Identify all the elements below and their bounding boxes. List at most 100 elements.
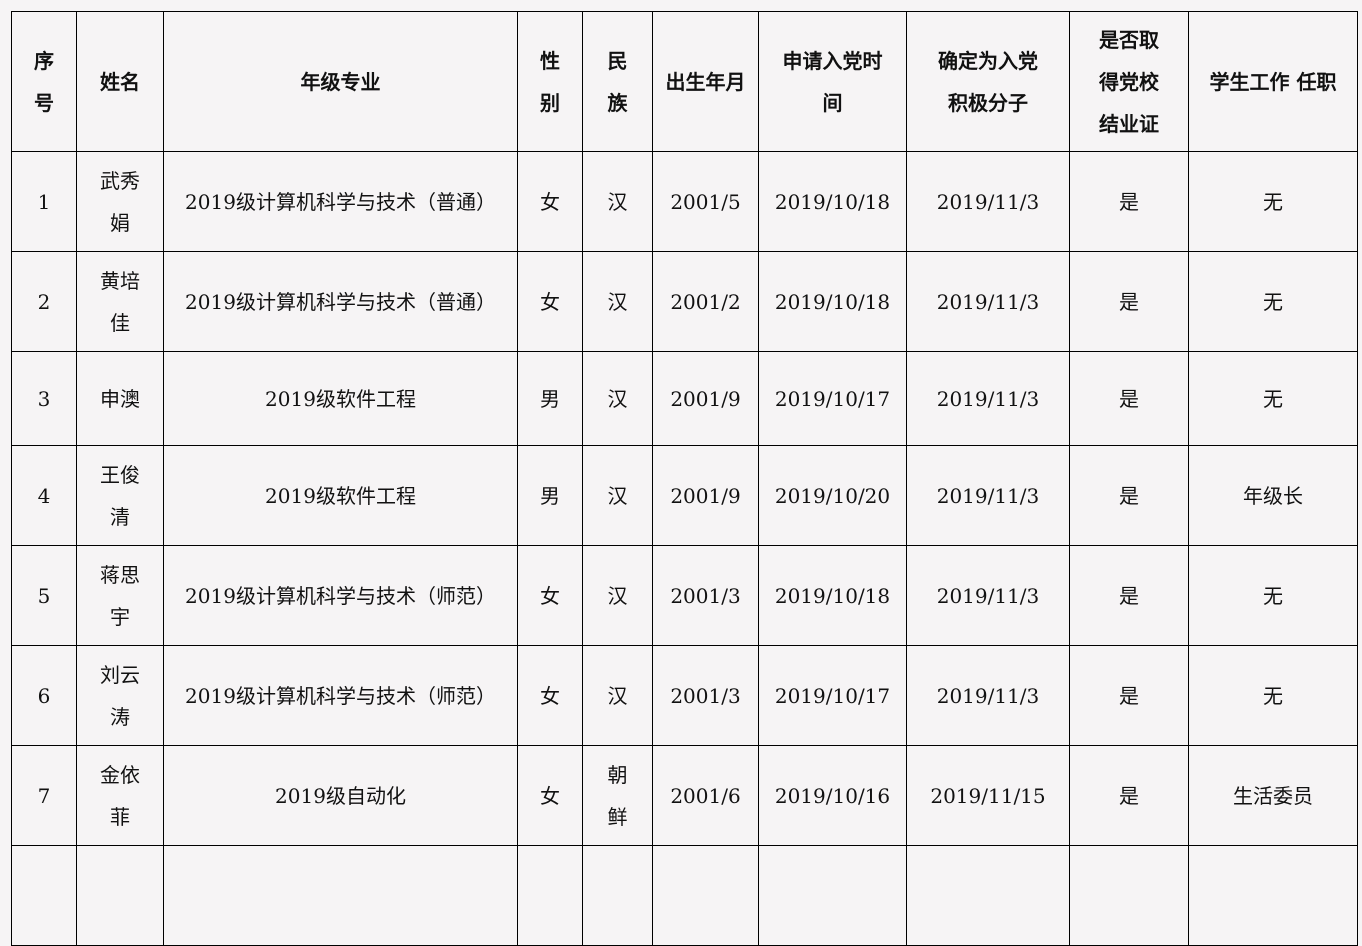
empty-cell bbox=[163, 845, 518, 946]
cell-name: 刘云涛 bbox=[76, 645, 164, 746]
cell-index: 7 bbox=[11, 745, 77, 846]
empty-cell bbox=[1069, 845, 1189, 946]
cell-name: 申澳 bbox=[76, 351, 164, 446]
cell-gender: 女 bbox=[517, 645, 583, 746]
cell-grade-major: 2019级计算机科学与技术（师范） bbox=[163, 645, 518, 746]
cell-activist-date: 2019/11/3 bbox=[906, 645, 1070, 746]
cell-birth: 2001/5 bbox=[652, 151, 759, 252]
empty-cell bbox=[517, 845, 583, 946]
empty-cell bbox=[11, 845, 77, 946]
table-row: 5 蒋思宇 2019级计算机科学与技术（师范）女汉 2001/3 2019/10/18 2… bbox=[11, 545, 1358, 646]
cell-name: 王俊清 bbox=[76, 445, 164, 546]
cell-birth: 2001/2 bbox=[652, 251, 759, 352]
cell-ethnicity: 汉 bbox=[582, 645, 653, 746]
header-index: 序号 bbox=[11, 11, 77, 152]
header-application-date: 申请入党时间 bbox=[758, 11, 907, 152]
cell-activist-date: 2019/11/3 bbox=[906, 545, 1070, 646]
table-row-partial bbox=[11, 845, 1358, 946]
activist-table: 序号 姓名 年级专业 性别 民族 出生年月 申请入党时间 确定为入党积极分子 是否取得党校结业证… bbox=[11, 11, 1358, 946]
table-row: 7 金依菲 2019级自动化女朝鲜 2001/6 2019/10/16 2019/11/1… bbox=[11, 745, 1358, 846]
table-row: 1 武秀娟 2019级计算机科学与技术（普通）女汉 2001/5 2019/10/18 2… bbox=[11, 151, 1358, 252]
cell-name: 蒋思宇 bbox=[76, 545, 164, 646]
table-row: 6 刘云涛 2019级计算机科学与技术（师范）女汉 2001/3 2019/10/17 2… bbox=[11, 645, 1358, 746]
header-party-school-cert: 是否取得党校结业证 bbox=[1069, 11, 1189, 152]
cell-ethnicity: 汉 bbox=[582, 251, 653, 352]
cell-grade-major: 2019级计算机科学与技术（师范） bbox=[163, 545, 518, 646]
header-birth: 出生年月 bbox=[652, 11, 759, 152]
cell-name: 金依菲 bbox=[76, 745, 164, 846]
cell-party-school-cert: 是 bbox=[1069, 251, 1189, 352]
empty-cell bbox=[76, 845, 164, 946]
header-name: 姓名 bbox=[76, 11, 164, 152]
cell-index: 2 bbox=[11, 251, 77, 352]
cell-gender: 男 bbox=[517, 351, 583, 446]
cell-index: 4 bbox=[11, 445, 77, 546]
header-student-role: 学生工作 任职 bbox=[1188, 11, 1358, 152]
cell-index: 3 bbox=[11, 351, 77, 446]
cell-activist-date: 2019/11/3 bbox=[906, 351, 1070, 446]
cell-birth: 2001/9 bbox=[652, 445, 759, 546]
cell-party-school-cert: 是 bbox=[1069, 151, 1189, 252]
cell-gender: 女 bbox=[517, 251, 583, 352]
header-activist-date: 确定为入党积极分子 bbox=[906, 11, 1070, 152]
cell-grade-major: 2019级计算机科学与技术（普通） bbox=[163, 251, 518, 352]
cell-application-date: 2019/10/16 bbox=[758, 745, 907, 846]
cell-index: 1 bbox=[11, 151, 77, 252]
cell-activist-date: 2019/11/3 bbox=[906, 251, 1070, 352]
table-row: 3 申澳 2019级软件工程男汉 2001/9 2019/10/17 2019/11/3 是… bbox=[11, 351, 1358, 446]
cell-activist-date: 2019/11/15 bbox=[906, 745, 1070, 846]
cell-party-school-cert: 是 bbox=[1069, 545, 1189, 646]
cell-application-date: 2019/10/18 bbox=[758, 545, 907, 646]
header-ethnicity: 民族 bbox=[582, 11, 653, 152]
cell-student-role: 无 bbox=[1188, 645, 1358, 746]
header-grade-major: 年级专业 bbox=[163, 11, 518, 152]
cell-gender: 女 bbox=[517, 745, 583, 846]
cell-student-role: 无 bbox=[1188, 351, 1358, 446]
cell-grade-major: 2019级软件工程 bbox=[163, 445, 518, 546]
empty-cell bbox=[906, 845, 1070, 946]
cell-ethnicity: 汉 bbox=[582, 351, 653, 446]
empty-cell bbox=[582, 845, 653, 946]
cell-student-role: 无 bbox=[1188, 251, 1358, 352]
cell-application-date: 2019/10/17 bbox=[758, 645, 907, 746]
cell-name: 武秀娟 bbox=[76, 151, 164, 252]
cell-ethnicity: 朝鲜 bbox=[582, 745, 653, 846]
cell-party-school-cert: 是 bbox=[1069, 645, 1189, 746]
table-row: 4 王俊清 2019级软件工程男汉 2001/9 2019/10/20 2019/11/3… bbox=[11, 445, 1358, 546]
cell-birth: 2001/3 bbox=[652, 645, 759, 746]
cell-student-role: 无 bbox=[1188, 151, 1358, 252]
cell-grade-major: 2019级软件工程 bbox=[163, 351, 518, 446]
cell-grade-major: 2019级计算机科学与技术（普通） bbox=[163, 151, 518, 252]
cell-application-date: 2019/10/18 bbox=[758, 151, 907, 252]
cell-party-school-cert: 是 bbox=[1069, 351, 1189, 446]
cell-activist-date: 2019/11/3 bbox=[906, 445, 1070, 546]
empty-cell bbox=[758, 845, 907, 946]
cell-gender: 男 bbox=[517, 445, 583, 546]
table-row: 2 黄培佳 2019级计算机科学与技术（普通）女汉 2001/2 2019/10/18 2… bbox=[11, 251, 1358, 352]
cell-student-role: 无 bbox=[1188, 545, 1358, 646]
cell-application-date: 2019/10/20 bbox=[758, 445, 907, 546]
header-row: 序号 姓名 年级专业 性别 民族 出生年月 申请入党时间 确定为入党积极分子 是否取得党校结业证… bbox=[11, 11, 1358, 152]
cell-party-school-cert: 是 bbox=[1069, 445, 1189, 546]
cell-index: 6 bbox=[11, 645, 77, 746]
cell-index: 5 bbox=[11, 545, 77, 646]
cell-application-date: 2019/10/17 bbox=[758, 351, 907, 446]
cell-grade-major: 2019级自动化 bbox=[163, 745, 518, 846]
cell-birth: 2001/9 bbox=[652, 351, 759, 446]
empty-cell bbox=[1188, 845, 1358, 946]
cell-application-date: 2019/10/18 bbox=[758, 251, 907, 352]
header-gender: 性别 bbox=[517, 11, 583, 152]
cell-ethnicity: 汉 bbox=[582, 445, 653, 546]
cell-student-role: 生活委员 bbox=[1188, 745, 1358, 846]
cell-birth: 2001/6 bbox=[652, 745, 759, 846]
cell-gender: 女 bbox=[517, 151, 583, 252]
empty-cell bbox=[652, 845, 759, 946]
cell-gender: 女 bbox=[517, 545, 583, 646]
cell-name: 黄培佳 bbox=[76, 251, 164, 352]
cell-birth: 2001/3 bbox=[652, 545, 759, 646]
cell-student-role: 年级长 bbox=[1188, 445, 1358, 546]
cell-activist-date: 2019/11/3 bbox=[906, 151, 1070, 252]
cell-ethnicity: 汉 bbox=[582, 151, 653, 252]
cell-ethnicity: 汉 bbox=[582, 545, 653, 646]
cell-party-school-cert: 是 bbox=[1069, 745, 1189, 846]
